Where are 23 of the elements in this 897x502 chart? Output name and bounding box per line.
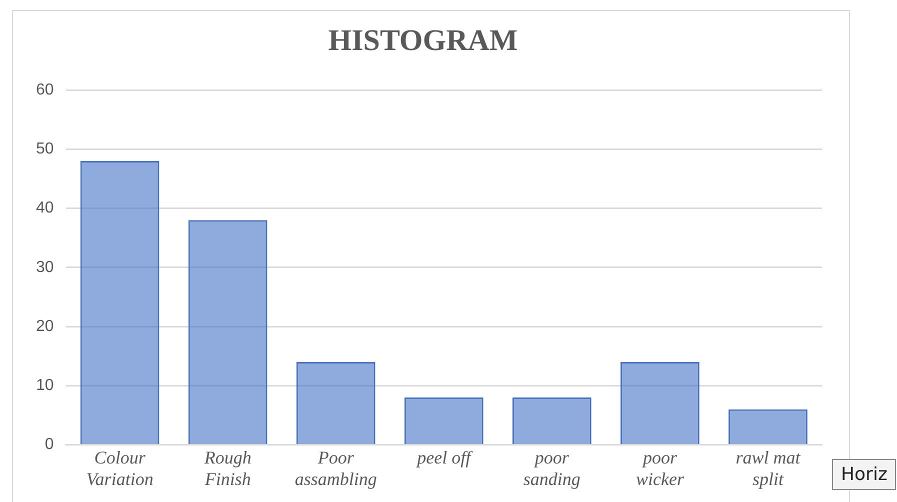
y-tick-label: 30	[36, 258, 54, 276]
chart-title: HISTOGRAM	[328, 24, 518, 57]
bar	[80, 160, 160, 444]
y-tick-label: 50	[36, 140, 54, 158]
x-tick-label: peel off	[415, 447, 474, 468]
x-tick-label: poor sanding	[523, 447, 580, 489]
x-tick-label: Poor assambling	[294, 447, 377, 489]
x-tick-label: Colour Variation	[86, 447, 154, 489]
text: Horiz	[832, 459, 896, 490]
bar	[188, 220, 268, 444]
bar	[728, 409, 808, 444]
x-tick-label: rawl mat split	[736, 447, 802, 489]
bar	[296, 362, 376, 444]
x-tick-label: poor wicker	[636, 447, 685, 489]
bar	[512, 397, 592, 444]
y-tick-label: 60	[36, 81, 54, 98]
y-tick-label: 10	[36, 377, 54, 394]
x-tick-label: Rough Finish	[203, 447, 252, 489]
bar	[404, 397, 484, 444]
y-tick-label: 40	[36, 200, 54, 217]
bar	[620, 362, 700, 444]
y-tick-label: 20	[36, 318, 54, 335]
y-tick-label: 0	[44, 436, 54, 454]
